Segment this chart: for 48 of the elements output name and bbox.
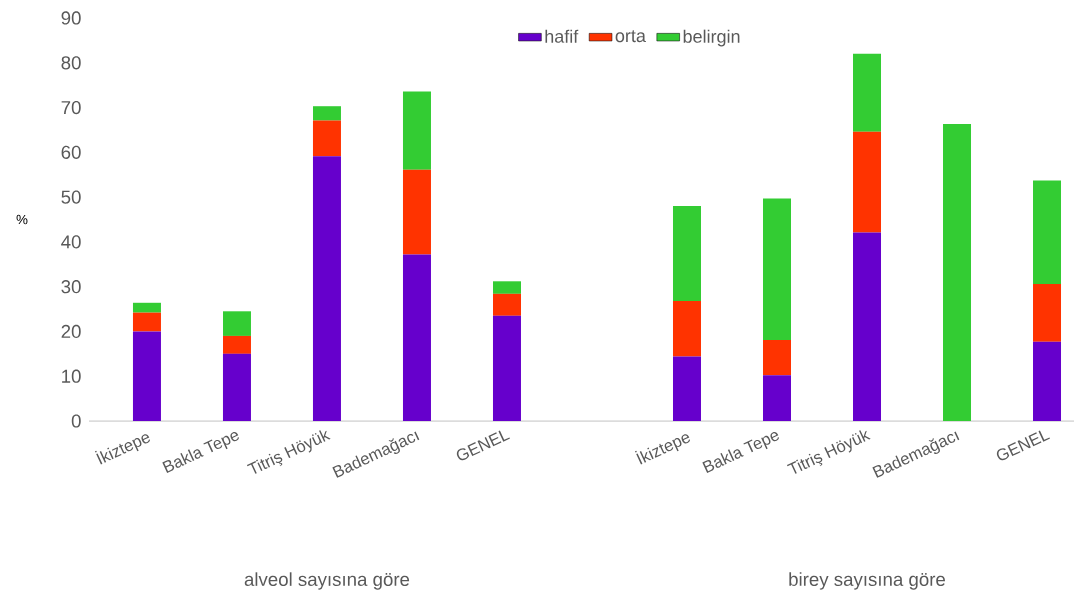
bar xyxy=(492,281,521,294)
legend-label: orta xyxy=(615,30,646,43)
bar xyxy=(222,311,251,336)
bar xyxy=(1033,283,1062,342)
text: birey sayısına göre xyxy=(789,572,945,590)
x-tick-label: Bakla Tepe xyxy=(162,432,239,473)
x-tick-label: Bakla Tepe xyxy=(702,432,779,473)
y-tick-label: 10 xyxy=(62,369,81,383)
bar xyxy=(132,302,161,313)
y-tick-label: 20 xyxy=(61,324,81,339)
bar xyxy=(312,120,341,157)
y-tick-label: 90 xyxy=(61,11,81,25)
bar xyxy=(222,353,251,421)
bar xyxy=(853,131,882,233)
y-tick-label: 30 xyxy=(61,280,81,294)
x-tick-label: Titriş Höyük xyxy=(787,430,871,474)
y-tick-label: 40 xyxy=(61,235,81,249)
bar xyxy=(763,375,791,421)
bar xyxy=(763,198,791,340)
y-tick-label: 80 xyxy=(61,56,81,70)
bar xyxy=(492,315,521,421)
bar xyxy=(492,293,521,316)
bar xyxy=(853,232,882,421)
y-tick-label: 0 xyxy=(71,414,81,428)
bar xyxy=(222,335,251,354)
legend-label: hafif xyxy=(545,29,579,43)
bar xyxy=(1033,341,1062,421)
bar xyxy=(672,356,701,421)
bar xyxy=(672,300,701,357)
bar xyxy=(402,91,431,170)
text: alveol sayısına göre xyxy=(244,572,410,590)
y-axis-title: % xyxy=(16,214,28,225)
bar xyxy=(132,312,161,332)
bar xyxy=(1033,180,1062,284)
y-tick-label: 70 xyxy=(61,100,81,115)
bar xyxy=(943,124,972,421)
y-tick-label: 60 xyxy=(61,145,81,159)
bar xyxy=(763,339,791,376)
bar xyxy=(853,53,882,132)
bar xyxy=(312,106,341,121)
y-tick-label: 50 xyxy=(61,190,81,204)
x-tick-label: Titriş Höyük xyxy=(246,430,331,474)
bar xyxy=(402,169,431,255)
legend-label: belirgin xyxy=(683,29,740,47)
bar xyxy=(402,254,431,421)
bar xyxy=(312,156,341,421)
bar xyxy=(132,331,161,421)
bar xyxy=(672,206,701,301)
